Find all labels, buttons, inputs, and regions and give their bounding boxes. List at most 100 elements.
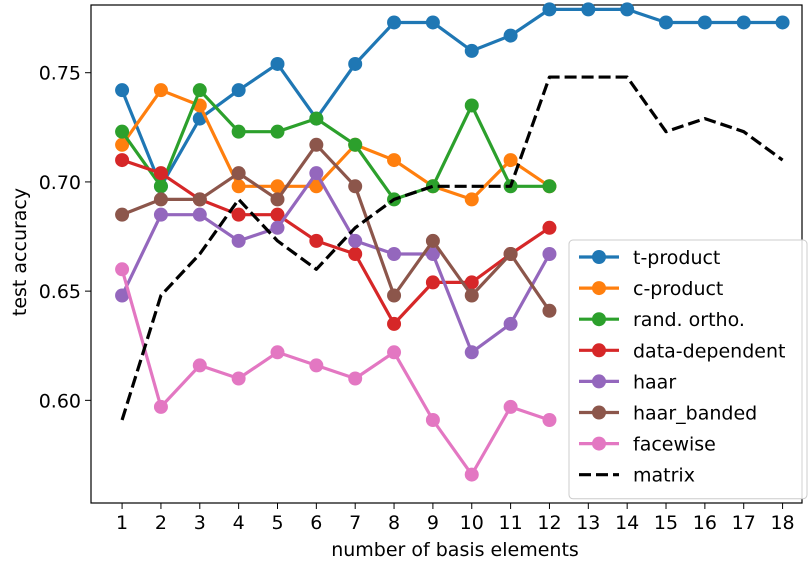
data-point [425,233,440,248]
legend-label: t-product [633,247,720,269]
legend-label: haar [633,371,676,393]
data-point [231,207,246,222]
data-point [464,275,479,290]
data-point [387,153,402,168]
data-point [231,83,246,98]
x-axis: 1 2 3 4 5 6 7 8 9 10 11 12 13 14 15 16 17 18 [116,503,795,534]
legend-item: haar [579,371,676,393]
legend-marker [592,250,606,264]
series-matrix [120,75,784,421]
data-point [425,179,440,194]
legend-item: data-dependent [579,340,785,362]
data-point [270,192,285,207]
series-line [121,143,551,312]
legend-label: matrix [633,465,695,487]
data-point [542,413,557,427]
data-point [153,192,168,207]
data-point [115,207,130,222]
x-tick-label: 2 [155,512,167,534]
data-point [309,137,324,152]
data-point [115,83,130,98]
legend-item: rand. ortho. [579,309,745,331]
data-point [387,288,402,303]
x-tick-label: 1 [116,512,128,534]
legend-item: matrix [579,465,695,487]
x-tick-label: 10 [460,512,484,534]
data-point [503,247,518,261]
data-point [231,179,246,194]
legend-label: haar_banded [633,403,757,425]
legend-label: c-product [633,278,723,300]
legend-marker [592,343,606,358]
data-point [270,56,285,71]
series-line [120,88,550,201]
data-point [425,413,440,427]
data-point [231,233,246,248]
y-tick-label: 0.70 [39,172,81,194]
data-point [503,28,518,43]
x-tick-label: 17 [732,512,756,534]
data-point [503,399,518,414]
data-point [115,137,130,152]
data-point [464,467,479,482]
x-tick-label: 13 [576,512,600,534]
series-haar-banded [115,137,557,318]
series-facewise [115,262,557,482]
series-t-product [115,2,790,194]
x-tick-label: 9 [427,512,439,534]
data-point [581,2,596,17]
data-point [270,124,285,139]
plot-area: 1 2 3 4 5 6 7 8 9 10 11 12 13 14 15 16 17 18 0.600.650.70… [39,2,803,534]
data-point [348,137,363,152]
data-point [309,166,324,181]
data-point [231,124,246,139]
x-tick-label: 11 [499,512,523,534]
legend-marker [592,436,606,451]
data-point [697,15,712,30]
data-point [542,220,557,235]
y-axis-label: test accuracy [9,188,31,316]
data-point [192,207,207,222]
data-point [387,316,402,331]
series-layer [115,2,790,482]
legend-label: rand. ortho. [633,309,745,331]
data-point [153,83,168,98]
data-point [542,179,557,194]
data-point [309,233,324,248]
data-point [270,179,285,194]
data-point [309,358,324,373]
data-point [153,179,168,194]
data-point [270,207,285,222]
data-point [115,288,130,303]
x-tick-label: 7 [349,512,361,534]
data-point [348,371,363,386]
data-point [115,262,130,277]
x-tick-label: 8 [388,512,400,534]
x-tick-label: 15 [654,512,678,534]
x-tick-label: 4 [233,512,245,534]
data-point [153,207,168,222]
x-axis-label: number of basis elements [331,539,579,561]
y-tick-label: 0.65 [39,281,81,303]
data-point [620,2,635,17]
data-point [348,56,363,71]
series-line [120,75,784,421]
series-line [120,268,550,477]
data-point [464,43,479,58]
x-tick-label: 5 [271,512,283,534]
legend-marker [592,312,606,327]
x-tick-label: 6 [310,512,322,534]
legend-label: data-dependent [633,340,785,362]
series-rand-ortho- [115,83,557,207]
data-point [425,247,440,261]
legend-box [568,239,808,500]
legend-item: t-product [579,247,720,269]
data-point [503,316,518,331]
data-point [348,247,363,261]
data-point [775,15,790,30]
legend: t-product c-product rand. ortho. data-depen… [568,239,808,500]
data-point [503,153,518,168]
data-point [387,247,402,261]
legend-item: haar_banded [579,403,757,425]
data-point [736,15,751,30]
